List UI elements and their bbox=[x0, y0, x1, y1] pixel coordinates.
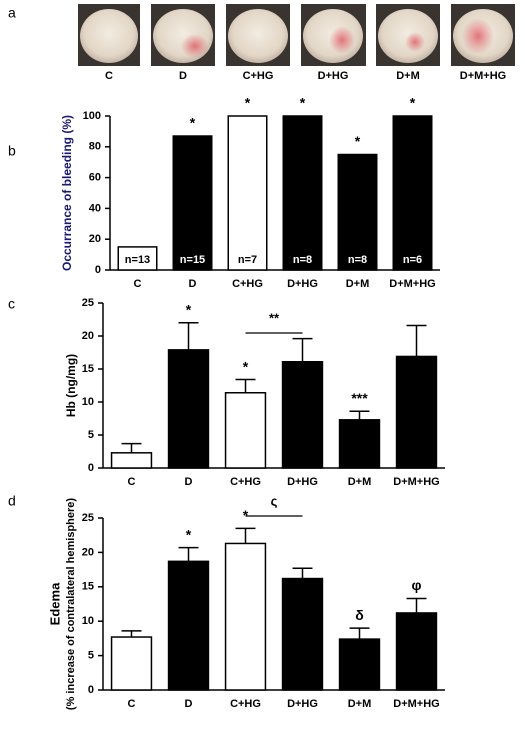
bar-label: n=13 bbox=[125, 254, 150, 266]
y-tick-label: 5 bbox=[88, 429, 94, 441]
y-tick-label: 0 bbox=[95, 264, 101, 276]
bar-label: n=6 bbox=[403, 254, 422, 266]
bar bbox=[224, 392, 267, 469]
x-tick-label: D+M+HG bbox=[393, 698, 439, 710]
y-axis-label: Hb (ng/mg) bbox=[64, 354, 78, 417]
y-tick-label: 15 bbox=[82, 581, 94, 593]
x-tick-label: C bbox=[128, 476, 136, 488]
x-tick-label: C+HG bbox=[230, 476, 261, 488]
significance: * bbox=[186, 526, 192, 542]
bar bbox=[167, 560, 210, 691]
significance: * bbox=[190, 115, 196, 131]
x-tick-label: C+HG bbox=[230, 698, 261, 710]
y-tick-label: 0 bbox=[88, 462, 94, 474]
x-tick-label: D+HG bbox=[287, 698, 318, 710]
significance: * bbox=[243, 358, 249, 374]
y-axis-label: Occurrance of bleeding (%) bbox=[60, 115, 74, 271]
bar-label: n=7 bbox=[238, 254, 257, 266]
bar-label: n=15 bbox=[180, 254, 205, 266]
y-axis-label-note: (% increase of contralateral hemisphere) bbox=[65, 498, 77, 710]
bar bbox=[395, 612, 438, 691]
x-tick-label: D+HG bbox=[287, 476, 318, 488]
photo-label: D bbox=[179, 70, 187, 82]
panel-letter: a bbox=[8, 5, 16, 21]
x-tick-label: D bbox=[185, 476, 193, 488]
x-tick-label: D+M+HG bbox=[393, 476, 439, 488]
bar bbox=[227, 115, 268, 271]
y-tick-label: 20 bbox=[82, 330, 94, 342]
bar bbox=[110, 452, 153, 469]
panel-letter: d bbox=[8, 493, 16, 509]
y-tick-label: 100 bbox=[83, 110, 101, 122]
y-tick-label: 80 bbox=[89, 141, 101, 153]
photos bbox=[78, 4, 515, 66]
significance: * bbox=[245, 95, 251, 111]
significance: * bbox=[243, 507, 249, 523]
bar bbox=[224, 542, 267, 691]
bracket-label: ς bbox=[271, 493, 278, 508]
significance: φ bbox=[411, 577, 421, 593]
bar bbox=[281, 360, 324, 469]
y-tick-label: 20 bbox=[89, 233, 101, 245]
y-tick-label: 25 bbox=[82, 297, 94, 309]
photo-label: D+HG bbox=[318, 70, 349, 82]
x-tick-label: D+M+HG bbox=[389, 278, 435, 290]
photo-label: D+M+HG bbox=[460, 70, 506, 82]
photo-label: C+HG bbox=[243, 70, 274, 82]
x-tick-label: C+HG bbox=[232, 278, 263, 290]
x-tick-label: D+M bbox=[346, 278, 370, 290]
bar bbox=[167, 349, 210, 469]
significance: * bbox=[410, 95, 416, 111]
y-axis-label: Edema bbox=[47, 582, 62, 625]
bracket-label: ** bbox=[269, 310, 280, 325]
bar-label: n=8 bbox=[348, 254, 367, 266]
bar bbox=[282, 115, 323, 271]
x-tick-label: D bbox=[189, 278, 197, 290]
significance: δ bbox=[355, 607, 364, 623]
bar bbox=[281, 577, 324, 691]
significance: * bbox=[300, 95, 306, 111]
bar bbox=[338, 638, 381, 691]
photo-label: C bbox=[105, 70, 113, 82]
panel-letter: b bbox=[8, 143, 16, 159]
x-tick-label: D bbox=[185, 698, 193, 710]
x-tick-label: C bbox=[128, 698, 136, 710]
significance: *** bbox=[351, 390, 368, 406]
bar-label: n=8 bbox=[293, 254, 312, 266]
bar bbox=[392, 115, 433, 271]
x-tick-label: C bbox=[134, 278, 142, 290]
y-tick-label: 10 bbox=[82, 615, 94, 627]
photo-label: D+M bbox=[396, 70, 420, 82]
x-tick-label: D+M bbox=[348, 698, 372, 710]
panel-letter: c bbox=[8, 296, 15, 312]
y-tick-label: 40 bbox=[89, 202, 101, 214]
y-tick-label: 10 bbox=[82, 396, 94, 408]
y-tick-label: 15 bbox=[82, 363, 94, 375]
bar bbox=[337, 153, 378, 271]
y-tick-label: 60 bbox=[89, 172, 101, 184]
significance: * bbox=[355, 133, 361, 149]
y-tick-label: 20 bbox=[82, 546, 94, 558]
bar bbox=[172, 135, 213, 271]
bar bbox=[117, 246, 158, 271]
bar bbox=[338, 419, 381, 469]
bar bbox=[110, 636, 153, 691]
y-tick-label: 5 bbox=[88, 650, 94, 662]
x-tick-label: D+HG bbox=[287, 278, 318, 290]
bar bbox=[395, 355, 438, 469]
significance: * bbox=[186, 302, 192, 318]
x-tick-label: D+M bbox=[348, 476, 372, 488]
y-tick-label: 25 bbox=[82, 512, 94, 524]
y-tick-label: 0 bbox=[88, 684, 94, 696]
